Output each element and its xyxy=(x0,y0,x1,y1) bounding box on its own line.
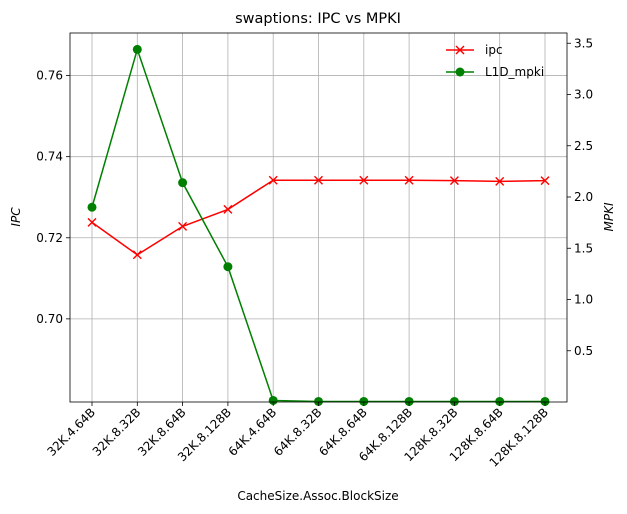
x-axis-label: CacheSize.Assoc.BlockSize xyxy=(237,489,398,503)
legend-marker-L1D_mpki xyxy=(455,67,465,77)
data-point-ipc xyxy=(359,175,369,185)
data-point-L1D_mpki xyxy=(359,396,369,406)
data-point-L1D_mpki xyxy=(540,396,550,406)
y-tick-label-right: 3.0 xyxy=(574,88,593,102)
y-tick-label-left: 0.74 xyxy=(36,150,63,164)
data-point-L1D_mpki xyxy=(449,396,459,406)
y-tick-label-right: 0.5 xyxy=(574,344,593,358)
y-axis-label-left: IPC xyxy=(9,207,23,227)
y-tick-label-right: 1.5 xyxy=(574,241,593,255)
y-tick-label-left: 0.70 xyxy=(36,312,63,326)
y-tick-label-right: 2.5 xyxy=(574,139,593,153)
data-point-L1D_mpki xyxy=(404,396,414,406)
data-point-ipc xyxy=(449,176,459,186)
data-point-ipc xyxy=(314,175,323,185)
data-point-ipc xyxy=(404,175,414,185)
data-point-ipc xyxy=(540,176,550,186)
legend-label-ipc: ipc xyxy=(485,43,503,57)
y-tick-label-right: 3.5 xyxy=(574,36,593,50)
y-tick-label-left: 0.76 xyxy=(36,69,63,83)
data-point-ipc xyxy=(178,221,188,231)
data-point-L1D_mpki xyxy=(87,202,97,212)
legend-label-L1D_mpki: L1D_mpki xyxy=(485,65,544,79)
data-point-L1D_mpki xyxy=(495,396,505,406)
y-tick-label-left: 0.72 xyxy=(36,231,63,245)
data-point-ipc xyxy=(132,250,142,260)
data-point-L1D_mpki xyxy=(223,262,233,272)
data-point-ipc xyxy=(495,176,505,186)
data-point-ipc xyxy=(223,204,233,214)
data-point-L1D_mpki xyxy=(268,395,278,405)
data-point-L1D_mpki xyxy=(132,44,142,54)
data-point-L1D_mpki xyxy=(178,178,188,188)
grid xyxy=(70,33,567,402)
series-layer xyxy=(87,44,550,406)
legend: ipc L1D_mpki xyxy=(446,43,544,79)
y-tick-label-right: 1.0 xyxy=(574,293,593,307)
chart-title: swaptions: IPC vs MPKI xyxy=(235,11,401,27)
data-point-ipc xyxy=(87,217,97,227)
y-axis-label-right: MPKI xyxy=(602,202,616,231)
y-tick-label-right: 2.0 xyxy=(574,190,593,204)
legend-marker-ipc xyxy=(455,45,465,55)
data-point-L1D_mpki xyxy=(314,396,323,406)
data-point-ipc xyxy=(268,175,278,185)
